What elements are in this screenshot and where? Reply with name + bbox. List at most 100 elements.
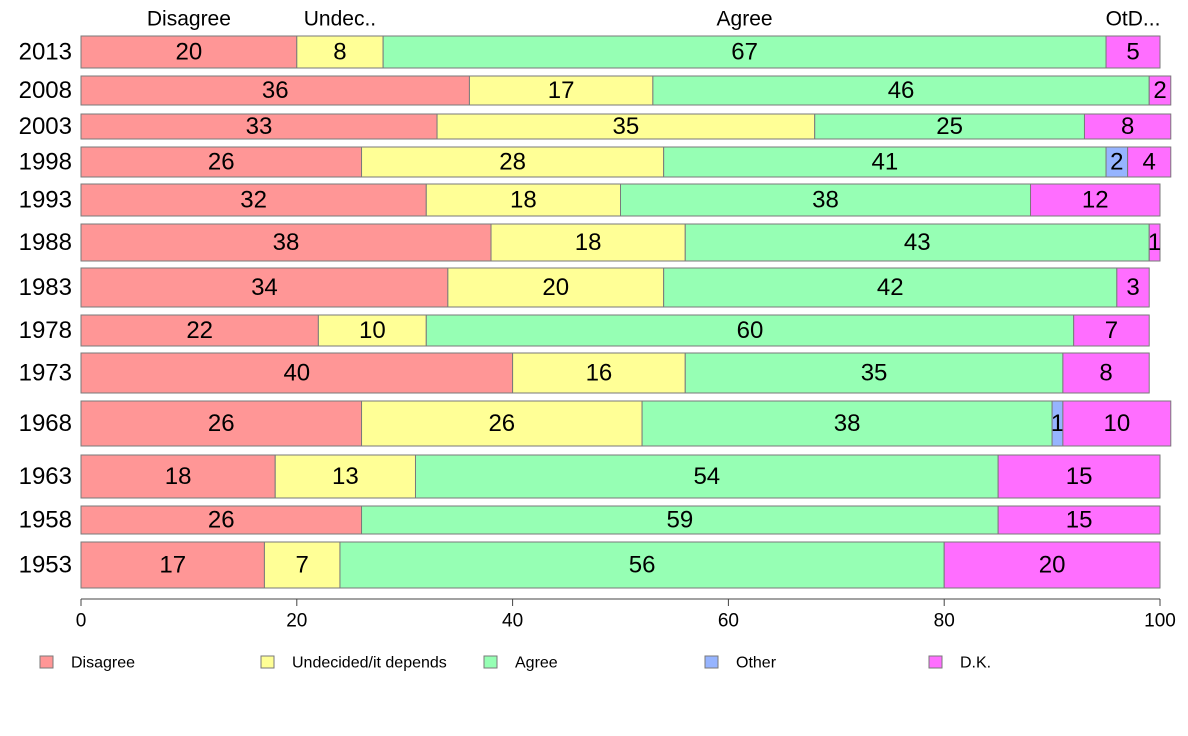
row-label: 1963 [19,463,72,490]
data-label: 8 [333,39,346,66]
legend-swatch [704,655,719,669]
data-label: 18 [575,229,602,256]
bar-segment [1148,223,1161,262]
legend-label: D.K. [960,655,991,672]
column-header-label: Agree [717,8,773,31]
data-label: 8 [1099,360,1112,387]
legend-label: Other [736,655,777,672]
bar-row: 2008 36 17 46 2 [19,75,1172,106]
row-label: 1968 [19,410,72,437]
bar-segment [997,454,1161,499]
data-label: 2 [1153,77,1166,104]
data-label: 38 [273,229,300,256]
bar-row: 1988 38 18 43 1 [19,223,1161,262]
row-label: 1988 [19,229,72,256]
legend-swatch [483,655,498,669]
bar-row: 2003 33 35 25 8 [19,113,1172,140]
data-label: 16 [586,360,613,387]
bar-segment [339,541,945,589]
data-label: 18 [510,187,537,214]
row-label: 1983 [19,274,72,301]
data-label: 26 [208,507,235,534]
data-label: 15 [1066,507,1093,534]
bar-segment [361,400,643,447]
bar-row: 1973 40 16 35 8 [19,352,1150,394]
legend-swatch [39,655,54,669]
row-label: 1953 [19,552,72,579]
x-tick-label: 40 [502,611,523,632]
bar-segment [1062,400,1172,447]
data-label: 60 [737,317,764,344]
data-label: 38 [834,410,861,437]
bar-segment [620,183,1032,217]
data-label: 4 [1143,149,1156,176]
legend: Disagree Undecided/it depends Agree Other D.… [39,655,991,672]
bar-segment [263,541,341,589]
data-label: 59 [666,507,693,534]
x-tick-label: 60 [718,611,739,632]
bar-segment [1116,267,1150,308]
bar-segment [80,146,363,178]
data-label: 8 [1121,113,1134,140]
data-label: 26 [208,149,235,176]
bar-segment [80,267,449,308]
legend-swatch [260,655,275,669]
data-label: 7 [296,552,309,579]
bar-segment [414,454,999,499]
data-label: 17 [159,552,186,579]
data-label: 1 [1148,229,1161,256]
data-label: 35 [613,113,640,140]
bar-segment [80,505,363,535]
data-label: 26 [488,410,515,437]
data-label: 40 [283,360,310,387]
bar-segment [382,35,1107,69]
legend-item: D.K. [928,655,991,672]
x-tick-label: 20 [286,611,307,632]
legend-item: Undecided/it depends [260,655,447,672]
bar-segment [80,35,298,69]
bar-segment [1083,113,1172,140]
data-label: 46 [888,77,915,104]
bar-row: 1958 26 59 15 [19,505,1161,535]
legend-item: Agree [483,655,558,672]
bar-segment [274,454,416,499]
data-label: 15 [1066,463,1093,490]
bar-segment [1148,75,1172,106]
bar-segment [361,505,999,535]
row-label: 2008 [19,77,72,104]
bar-segment [490,223,686,262]
row-label: 1973 [19,360,72,387]
data-label: 33 [246,113,273,140]
bar-segment [652,75,1150,106]
data-label: 28 [499,149,526,176]
data-label: 26 [208,410,235,437]
bar-segment [317,314,427,347]
data-label: 10 [359,317,386,344]
row-label: 1998 [19,149,72,176]
bar-row: 1953 17 7 56 20 [19,541,1161,589]
row-label: 2003 [19,113,72,140]
bar-segment [468,75,654,106]
row-label: 1978 [19,317,72,344]
column-header-label: Undec.. [304,8,376,31]
legend-swatch [928,655,943,669]
legend-label: Disagree [71,655,135,672]
data-label: 13 [332,463,359,490]
data-label: 17 [548,77,575,104]
data-label: 2 [1110,149,1123,176]
data-label: 3 [1126,274,1139,301]
data-label: 7 [1105,317,1118,344]
legend-item: Disagree [39,655,135,672]
bar-segment [80,352,514,394]
data-label: 36 [262,77,289,104]
bar-segment [943,541,1161,589]
bar-segment [436,113,816,140]
bar-row: 1998 26 28 41 2 4 [19,146,1172,178]
column-header-label: Disagree [147,8,231,31]
data-label: 22 [186,317,213,344]
data-label: 38 [812,187,839,214]
bar-row: 1993 32 18 38 12 [19,183,1161,217]
legend-item: Other [704,655,777,672]
data-label: 20 [1039,552,1066,579]
